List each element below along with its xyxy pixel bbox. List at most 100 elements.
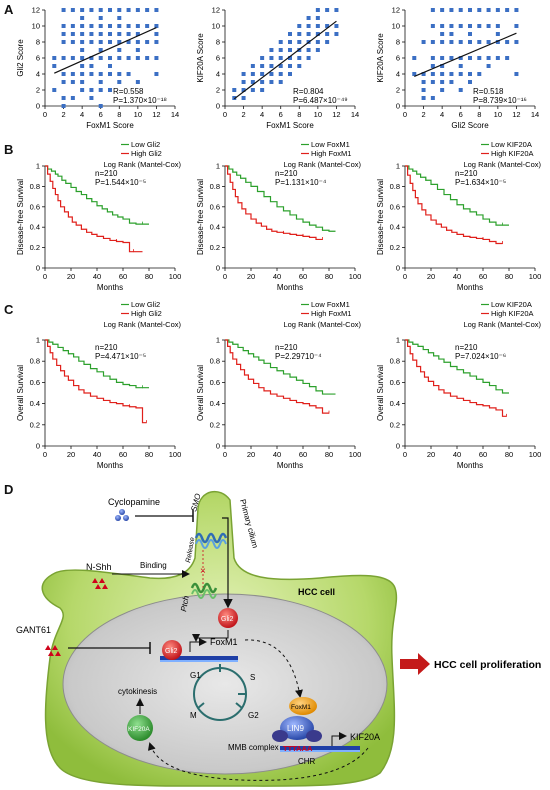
x-tick-label: 8 (117, 110, 121, 119)
x-tick-label: 40 (453, 450, 461, 459)
cycle-m: M (190, 711, 197, 720)
y-tick-label: 0.4 (30, 223, 40, 232)
legend-label: Low FoxM1 (311, 300, 350, 309)
scatter-point (89, 32, 94, 36)
scatter-point (458, 24, 463, 28)
scatter-point (468, 40, 472, 44)
scatter-point (126, 56, 131, 60)
scatter-point (495, 8, 500, 12)
scatter-point (495, 40, 500, 44)
scatter-point (477, 24, 482, 28)
scatter-point (269, 80, 274, 84)
scatter-point (334, 32, 339, 36)
y-axis-label: Disease-free Survival (376, 179, 385, 255)
x-tick-label: 80 (325, 272, 333, 281)
legend-label: High KIF20A (491, 309, 534, 318)
scatter-point (61, 32, 66, 36)
x-tick-label: 0 (43, 450, 47, 459)
scatter-point (421, 40, 426, 44)
scatter-point (80, 16, 85, 20)
scatter-point (117, 32, 122, 36)
scatter-point (145, 40, 150, 44)
logrank-label: Log Rank (Mantel-Cox) (103, 160, 181, 169)
y-tick-label: 4 (216, 70, 220, 79)
x-tick-label: 6 (279, 110, 283, 119)
scatter-point (108, 8, 112, 12)
y-tick-label: 1 (396, 162, 400, 171)
scatter-point (250, 88, 255, 92)
scatter-point (514, 72, 519, 76)
scatter-point (334, 24, 339, 28)
scatter-point (505, 56, 510, 60)
y-tick-label: 0 (216, 102, 220, 111)
x-tick-label: 60 (299, 450, 307, 459)
n-value: n=210 (95, 343, 118, 352)
scatter-point (80, 8, 85, 12)
scatter-point (440, 32, 445, 36)
x-tick-label: 14 (531, 110, 539, 119)
survival-curve-low (225, 339, 336, 395)
legend-label: Low Gli2 (131, 300, 160, 309)
p-value: P=1.544×10⁻⁵ (95, 178, 146, 187)
scatter-point (70, 24, 75, 28)
gli2-nucleus-node (162, 640, 182, 660)
y-tick-label: 0.2 (30, 243, 40, 252)
scatter-point (145, 56, 150, 60)
scatter-point (260, 64, 265, 68)
gant61-molecules (45, 645, 61, 656)
scatter-point (468, 32, 472, 36)
scatter-point (70, 72, 75, 76)
scatter-point (89, 72, 94, 76)
scatter-point (70, 80, 75, 84)
scatter-point (269, 48, 274, 52)
scatter-point (449, 56, 454, 60)
chr-label: CHR (298, 757, 316, 766)
scatter-point (98, 56, 103, 60)
scatter-point (278, 48, 283, 52)
y-tick-label: 2 (396, 86, 400, 95)
x-tick-label: 0 (403, 272, 407, 281)
scatter-point (70, 32, 75, 36)
km-os-foxm1: 0 20 40 60 80 100 0 0.2 0.4 0.6 0.8 1 Months Overall … (196, 300, 362, 470)
scatter-point (89, 64, 94, 68)
scatter-point (468, 8, 472, 12)
scatter-point (145, 24, 150, 28)
x-tick-label: 2 (421, 110, 425, 119)
scatter-point (458, 88, 463, 92)
scatter-point (288, 64, 292, 68)
scatter-point (108, 56, 112, 60)
scatter-point (477, 40, 482, 44)
survival-curve-high (405, 165, 503, 245)
y-tick-label: 1 (216, 162, 220, 171)
x-tick-label: 60 (299, 272, 307, 281)
panel-letter-b: B (4, 142, 14, 157)
y-tick-label: 10 (392, 22, 400, 31)
scatter-point (117, 56, 122, 60)
scatter-point (458, 8, 463, 12)
y-tick-label: 0.8 (390, 182, 400, 191)
r-value: R=0.804 (293, 87, 324, 96)
scatter-point (89, 56, 94, 60)
survival-curve-low (405, 339, 509, 394)
scatter-point (61, 96, 66, 100)
scatter-point (315, 16, 320, 20)
cyclopamine-molecules (115, 509, 129, 521)
scatter-point (89, 96, 94, 100)
scatter-point (61, 80, 66, 84)
ptch-receptor (190, 582, 218, 599)
x-tick-label: 4 (80, 110, 84, 119)
r-value: R=0.518 (473, 87, 504, 96)
y-tick-label: 0.4 (30, 399, 40, 408)
y-axis-label: Disease-free Survival (196, 179, 205, 255)
y-axis-label: KIF20A Score (196, 33, 205, 83)
x-tick-label: 0 (403, 450, 407, 459)
scatter-point (117, 72, 122, 76)
x-tick-label: 8 (297, 110, 301, 119)
scatter-point (126, 24, 131, 28)
scatter-point (278, 80, 283, 84)
y-tick-label: 0.8 (30, 357, 40, 366)
scatter-point (154, 40, 159, 44)
y-tick-label: 1 (396, 336, 400, 345)
scatter-point (430, 72, 435, 76)
scatter-point (421, 88, 426, 92)
